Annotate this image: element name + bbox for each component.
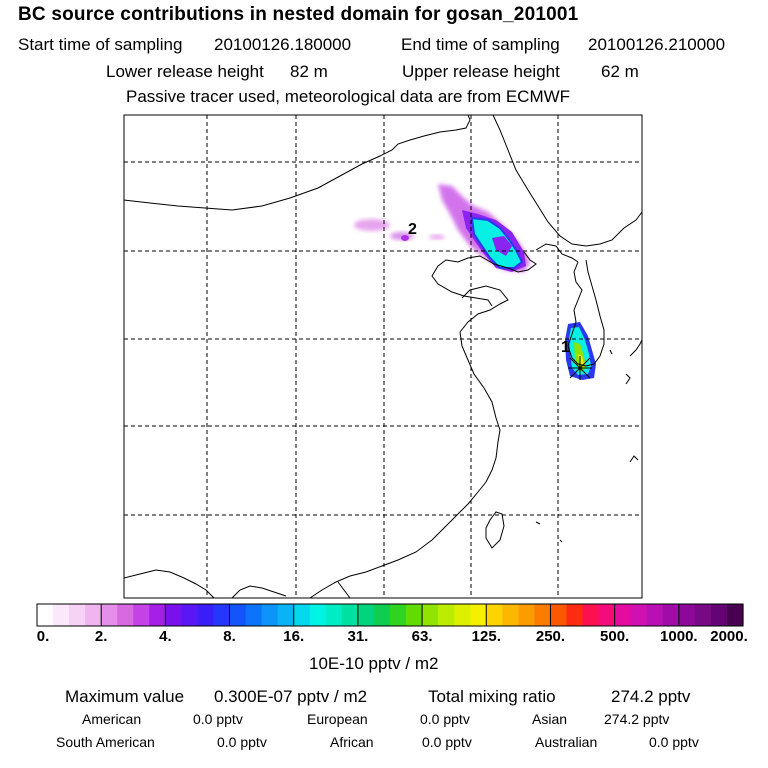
marker-1-label: 1 (561, 339, 570, 356)
colorbar-cell (85, 604, 102, 626)
colorbar-cell (165, 604, 183, 626)
colorbar-tick-label: 500. (600, 628, 630, 645)
end-time-label: End time of sampling (401, 35, 560, 54)
colorbar-tick-label: 16. (283, 628, 305, 645)
colorbar-cell (277, 604, 295, 626)
region-name: Asian (532, 711, 568, 727)
colorbar-cell (726, 604, 744, 626)
region-name: South American (56, 734, 155, 750)
colorbar-cell (630, 604, 648, 626)
colorbar-cell (662, 604, 680, 626)
plume-north (438, 184, 530, 272)
colorbar-cell (566, 604, 584, 626)
colorbar-tick-label: 125. (471, 628, 501, 645)
marker-2-label: 2 (408, 221, 417, 238)
colorbar-cell (390, 604, 407, 626)
colorbar-cell (710, 604, 728, 626)
colorbar-cell (502, 604, 519, 626)
colorbar-tick-label: 1000. (660, 628, 698, 645)
colorbar-cell (309, 604, 327, 626)
colorbar-tick-label: 8. (223, 628, 236, 645)
colorbar-cell (518, 604, 536, 626)
coastlines (123, 114, 643, 599)
colorbar-tick-label: 2000. (710, 628, 748, 645)
colorbar-cell (293, 604, 311, 626)
colorbar-cell (197, 604, 215, 626)
map-grid (124, 115, 642, 598)
total-mixing-value: 274.2 pptv (611, 687, 691, 706)
start-time-value: 20100126.180000 (214, 35, 352, 54)
end-time-value: 20100126.210000 (588, 35, 726, 54)
colorbar-tick-label: 0. (36, 628, 50, 645)
colorbar-cell (614, 604, 632, 626)
colorbar-cell (678, 604, 696, 626)
colorbar-tick-label: 63. (411, 628, 433, 645)
colorbar-tick-label: 31. (347, 628, 369, 645)
map-frame (123, 114, 643, 599)
region-name: American (82, 711, 142, 727)
region-name: Australian (535, 734, 598, 750)
colorbar-cell (213, 604, 231, 626)
colorbar-cell (37, 604, 54, 626)
colorbar (37, 604, 744, 626)
colorbar-cell (582, 604, 600, 626)
plume-west (354, 219, 445, 241)
colorbar-cell (422, 604, 439, 626)
colorbar-unit: 10E-10 pptv / m2 (309, 654, 439, 673)
max-value-label: Maximum value (65, 687, 185, 706)
colorbar-cell (373, 604, 391, 626)
colorbar-cell (117, 604, 134, 626)
start-time-label: Start time of sampling (18, 35, 183, 54)
colorbar-cell (229, 604, 247, 626)
region-value: 0.0 pptv (420, 711, 470, 727)
colorbar-cell (69, 604, 86, 626)
colorbar-tick-label: 250. (535, 628, 566, 645)
colorbar-cell (325, 604, 343, 626)
colorbar-cell (341, 604, 359, 626)
colorbar-cell (438, 604, 455, 626)
colorbar-cell (694, 604, 712, 626)
colorbar-cell (181, 604, 199, 626)
colorbar-cell (646, 604, 664, 626)
colorbar-cell (53, 604, 70, 626)
colorbar-cell (406, 604, 423, 626)
region-value: 0.0 pptv (649, 734, 699, 750)
receptor-marker-1 (568, 356, 592, 380)
colorbar-cell (550, 604, 568, 626)
region-value: 0.0 pptv (422, 734, 472, 750)
lower-release-value: 82 m (290, 62, 328, 81)
colorbar-cell (470, 604, 487, 626)
colorbar-cell (149, 604, 166, 626)
colorbar-cell (245, 604, 263, 626)
colorbar-cell (454, 604, 471, 626)
colorbar-cell (357, 604, 375, 626)
colorbar-tick-label: 4. (159, 628, 172, 645)
region-value: 0.0 pptv (217, 734, 267, 750)
lower-release-label: Lower release height (106, 62, 264, 81)
region-name: African (330, 734, 374, 750)
region-name: European (307, 711, 368, 727)
colorbar-cell (598, 604, 616, 626)
upper-release-label: Upper release height (402, 62, 560, 81)
info-line: Passive tracer used, meteorological data… (126, 87, 571, 106)
plot-title: BC source contributions in nested domain… (18, 4, 579, 25)
total-mixing-label: Total mixing ratio (428, 687, 556, 706)
colorbar-tick-label: 2. (94, 628, 108, 645)
colorbar-cell (261, 604, 279, 626)
colorbar-cell (101, 604, 118, 626)
colorbar-cell (133, 604, 150, 626)
region-value: 274.2 pptv (604, 711, 670, 727)
colorbar-cell (534, 604, 552, 626)
max-value: 0.300E-07 pptv / m2 (214, 687, 368, 706)
region-value: 0.0 pptv (193, 711, 243, 727)
colorbar-cell (486, 604, 503, 626)
upper-release-value: 62 m (601, 62, 639, 81)
